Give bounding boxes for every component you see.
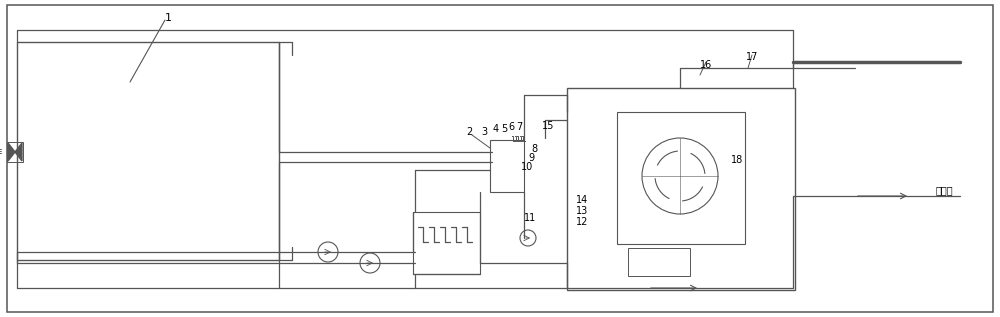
- Bar: [17, 42, 279, 260]
- Polygon shape: [8, 143, 15, 161]
- Text: 18: 18: [731, 155, 743, 165]
- Text: 6: 6: [508, 122, 514, 132]
- Bar: [490, 140, 524, 192]
- Text: 13: 13: [576, 206, 588, 216]
- Polygon shape: [15, 143, 22, 161]
- Text: 7: 7: [516, 122, 522, 132]
- Bar: [413, 212, 480, 274]
- Text: 15: 15: [542, 121, 554, 131]
- Text: E: E: [0, 149, 2, 155]
- Text: 5: 5: [501, 124, 507, 134]
- Text: 14: 14: [576, 195, 588, 205]
- Text: 3: 3: [481, 127, 487, 137]
- Text: 16: 16: [700, 60, 712, 70]
- Text: 17: 17: [746, 52, 758, 62]
- Bar: [7, 142, 23, 162]
- Text: 1: 1: [164, 13, 172, 23]
- Bar: [567, 88, 795, 290]
- Text: 8: 8: [531, 144, 537, 154]
- Text: 11: 11: [524, 213, 536, 223]
- Text: 12: 12: [576, 217, 588, 227]
- Text: 供水管: 供水管: [935, 185, 953, 195]
- Text: 9: 9: [528, 153, 534, 163]
- Text: 10: 10: [521, 162, 533, 172]
- Text: 4: 4: [493, 124, 499, 134]
- Bar: [628, 248, 690, 276]
- Bar: [617, 112, 745, 244]
- Text: 2: 2: [466, 127, 472, 137]
